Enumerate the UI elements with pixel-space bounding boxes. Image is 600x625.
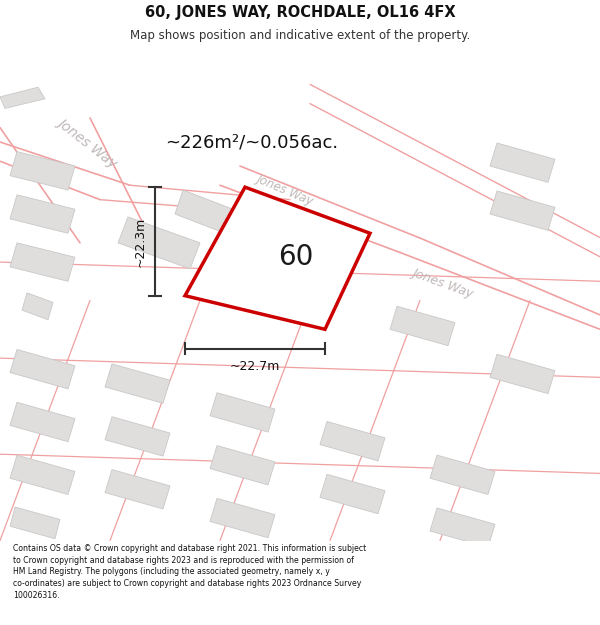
Polygon shape [10,402,75,442]
Polygon shape [22,292,53,320]
Polygon shape [185,187,370,329]
Text: Map shows position and indicative extent of the property.: Map shows position and indicative extent… [130,29,470,42]
Polygon shape [490,354,555,394]
Polygon shape [320,474,385,514]
Polygon shape [10,195,75,233]
Polygon shape [430,508,495,548]
Polygon shape [390,306,455,346]
Polygon shape [320,421,385,461]
Polygon shape [490,143,555,182]
Polygon shape [105,417,170,456]
Text: Jones Way: Jones Way [410,266,475,300]
Polygon shape [105,469,170,509]
Text: Contains OS data © Crown copyright and database right 2021. This information is : Contains OS data © Crown copyright and d… [13,544,367,600]
Text: Jones Way: Jones Way [55,114,120,169]
Text: 60, JONES WAY, ROCHDALE, OL16 4FX: 60, JONES WAY, ROCHDALE, OL16 4FX [145,5,455,20]
Polygon shape [175,190,238,235]
Text: Jones Way: Jones Way [255,173,316,208]
Polygon shape [10,243,75,281]
Polygon shape [10,349,75,389]
Polygon shape [105,364,170,403]
Polygon shape [0,88,45,108]
Polygon shape [10,152,75,190]
Text: ~226m²/~0.056ac.: ~226m²/~0.056ac. [165,134,338,152]
Polygon shape [118,217,200,269]
Polygon shape [430,455,495,494]
Polygon shape [210,446,275,485]
Polygon shape [210,392,275,432]
Polygon shape [10,507,60,539]
Polygon shape [490,191,555,231]
Polygon shape [10,455,75,494]
Text: 60: 60 [278,242,314,271]
Polygon shape [210,498,275,538]
Text: ~22.7m: ~22.7m [230,360,280,373]
Text: ~22.3m: ~22.3m [134,216,147,266]
